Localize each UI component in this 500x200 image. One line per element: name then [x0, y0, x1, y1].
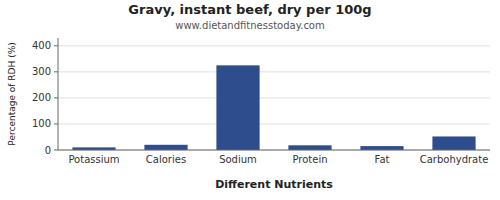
y-axis-line — [58, 38, 59, 150]
x-axis: Potassium Calories Sodium Protein Fat Carbohy… — [68, 154, 488, 165]
grid-line — [58, 71, 490, 72]
y-tick — [54, 45, 58, 46]
y-tick-label: 0 — [45, 145, 51, 156]
x-axis-label: Different Nutrients — [215, 178, 333, 191]
chart-container: Gravy, instant beef, dry per 100g www.die… — [0, 0, 500, 200]
x-tick-label: Sodium — [219, 154, 257, 165]
chart-svg: Gravy, instant beef, dry per 100g www.die… — [0, 0, 500, 200]
bar — [216, 65, 259, 150]
bar — [144, 145, 187, 150]
x-tick-label: Carbohydrate — [420, 154, 489, 165]
y-tick — [54, 71, 58, 72]
bar — [360, 146, 403, 150]
bars — [72, 65, 475, 150]
title: Gravy, instant beef, dry per 100g — [128, 2, 371, 17]
y-tick-label: 100 — [32, 118, 51, 129]
y-tick-label: 200 — [32, 92, 51, 103]
y-axis-label: Percentage of RDH (%) — [7, 42, 17, 145]
grid-line — [58, 150, 490, 151]
y-tick-label: 400 — [32, 40, 51, 51]
subtitle: www.dietandfitnesstoday.com — [175, 20, 324, 31]
x-tick-label: Calories — [146, 154, 186, 165]
y-axis: 0 100 200 300 400 — [32, 40, 58, 155]
x-tick-label: Fat — [375, 154, 390, 165]
x-axis-line — [58, 150, 490, 151]
y-tick-label: 300 — [32, 66, 51, 77]
y-grid — [58, 46, 490, 150]
bar — [432, 136, 475, 150]
x-tick-label: Protein — [292, 154, 327, 165]
bar — [288, 145, 331, 150]
x-tick-label: Potassium — [68, 154, 119, 165]
grid-line — [58, 97, 490, 98]
y-tick — [54, 150, 58, 151]
y-tick — [54, 97, 58, 98]
y-tick — [54, 123, 58, 124]
grid-line — [58, 45, 490, 46]
grid-line — [58, 123, 490, 124]
